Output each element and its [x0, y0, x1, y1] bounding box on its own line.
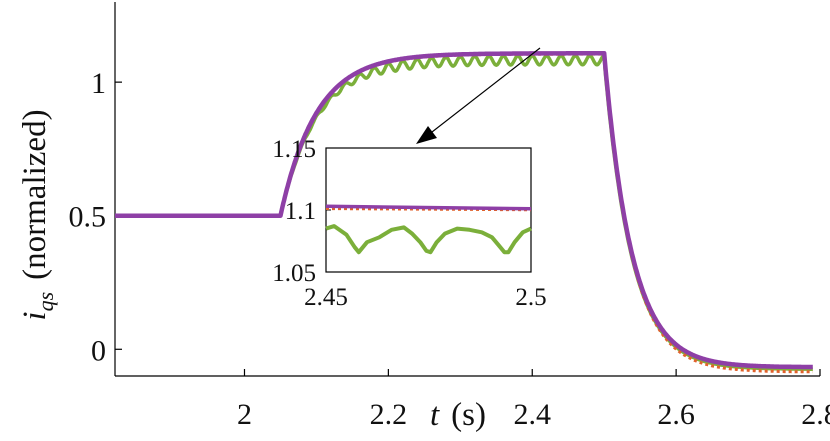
main-plot: 2 2.2 2.4 2.6 2.8 0 0.5 1 iqs (normalized) t (s) — [17, 2, 830, 433]
main-series-group — [113, 51, 815, 374]
inset-y-tick-label: 1.05 — [272, 260, 316, 287]
x-axis-title: t (s) — [430, 397, 486, 433]
y-tick-label: 0.5 — [69, 201, 107, 234]
x-tick-label: 2 — [237, 398, 252, 431]
y-tick-label: 1 — [91, 67, 106, 100]
main-ticks: 2 2.2 2.4 2.6 2.8 0 0.5 1 — [69, 67, 830, 431]
inset-series-line — [325, 224, 532, 255]
inset-x-tick-label: 2.45 — [304, 284, 348, 311]
zoom-arrow-head — [416, 126, 437, 144]
x-tick-label: 2.4 — [513, 398, 551, 431]
y-axis-var: i — [17, 311, 53, 320]
inset-series-line — [325, 204, 532, 211]
x-tick-label: 2.6 — [657, 398, 695, 431]
inset-ticks: 2.45 2.5 1.05 1.1 1.15 — [272, 136, 546, 311]
zoom-arrow-line — [431, 47, 541, 133]
inset-series-group — [325, 204, 532, 255]
inset-plot: 2.45 2.5 1.05 1.1 1.15 — [272, 136, 546, 311]
y-axis-title: iqs (normalized) — [17, 109, 58, 320]
x-axis-unit: (s) — [451, 397, 486, 433]
y-axis-text: (normalized) — [17, 109, 53, 279]
x-tick-label: 2.2 — [370, 398, 408, 431]
x-axis-var: t — [430, 397, 440, 433]
inset-x-tick-label: 2.5 — [515, 284, 546, 311]
series-line — [113, 51, 815, 370]
x-tick-label: 2.8 — [801, 398, 830, 431]
y-axis-sub: qs — [33, 292, 58, 312]
zoom-arrow — [416, 47, 541, 144]
inset-y-tick-label: 1.15 — [272, 136, 316, 163]
y-tick-label: 0 — [91, 334, 106, 367]
inset-y-tick-label: 1.1 — [285, 198, 316, 225]
